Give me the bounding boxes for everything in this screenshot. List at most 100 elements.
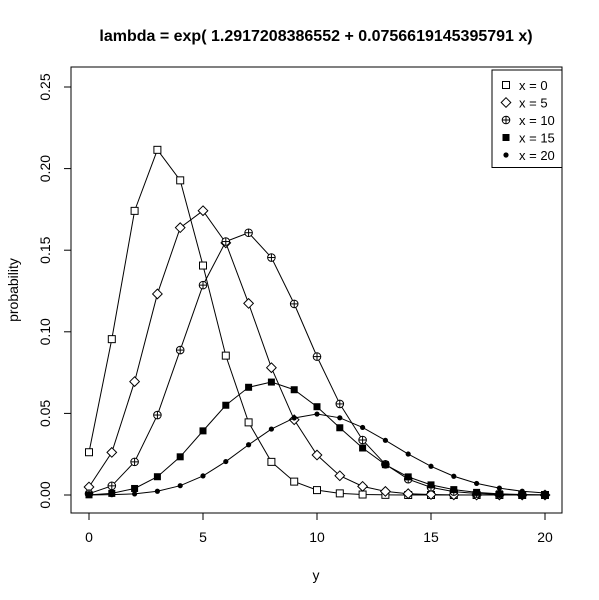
legend-label: x = 0 [519,78,548,93]
series-x-20 [86,411,548,498]
data-point [223,458,229,465]
data-point [151,288,163,300]
data-point [267,253,276,262]
x-axis: 0 5 10 15 20 [85,512,553,545]
y-tick-label: 0.15 [37,236,53,263]
data-point [335,399,345,409]
y-tick-label: 0.00 [37,481,53,508]
data-point [313,486,321,495]
legend-label: x = 10 [519,113,555,128]
data-point [106,446,118,458]
legend-item-x-0: x = 0 [502,78,548,93]
x-tick-label: 20 [537,529,553,545]
data-point [290,386,298,394]
y-axis-label: probability [5,258,21,322]
data-point [132,491,138,497]
data-point [334,470,346,482]
data-point [174,222,186,234]
data-point [335,489,344,498]
data-point [402,488,414,500]
data-point [358,490,367,499]
data-point [311,449,323,461]
data-point [495,490,503,498]
data-point [129,376,141,388]
data-point [358,435,367,445]
data-point [474,480,480,487]
data-point [222,401,230,409]
data-point [379,485,391,497]
legend-marker [500,96,512,109]
data-point [518,491,526,499]
data-point [451,473,457,479]
chart-title: lambda = exp( 1.2917208386552 + 0.075661… [99,28,532,45]
data-point [246,442,252,448]
plot-frame [70,66,563,514]
data-point [542,490,548,496]
data-point [312,352,322,361]
data-point [357,480,369,492]
legend-marker [501,115,511,125]
data-point [450,486,458,494]
data-point [382,437,388,443]
data-point [313,403,321,411]
legend-label: x = 5 [519,96,548,111]
y-tick-label: 0.10 [37,318,53,345]
data-point [130,206,139,215]
data-point [197,205,209,217]
data-point [473,488,481,496]
x-tick-label: 10 [309,529,325,545]
data-point [153,145,162,154]
data-point [289,299,299,309]
data-point [154,488,160,494]
data-point [153,473,161,481]
y-tick-label: 0.20 [37,155,53,182]
data-point [85,448,93,457]
data-point [221,237,231,246]
data-point [86,492,92,498]
data-point [109,492,115,498]
data-point [496,485,502,491]
x-tick-label: 0 [85,529,93,545]
data-point [267,457,276,466]
data-point [221,351,230,360]
data-point [177,483,183,489]
data-point [176,176,185,185]
y-tick-label: 0.05 [37,400,53,427]
data-point [265,362,277,374]
series-x-15 [85,378,549,499]
data-point [175,345,185,355]
legend-label: x = 15 [519,131,555,146]
legend-item-x-5: x = 5 [500,96,548,111]
data-point [176,453,184,461]
data-point [198,280,208,290]
data-point [428,463,434,469]
x-tick-label: 15 [423,529,439,545]
data-point [337,415,343,421]
data-point [314,411,320,417]
data-point [381,461,389,469]
legend-item-x-15: x = 15 [502,131,555,146]
data-point [153,410,162,420]
data-point [107,481,117,491]
data-point [267,378,275,386]
legend-box [491,69,563,168]
legend-marker [502,134,510,141]
data-point [427,481,435,489]
data-point [131,484,139,492]
y-axis: 0.00 0.05 0.10 0.15 0.20 0.25 [37,73,72,509]
legend-item-x-10: x = 10 [501,113,555,128]
data-point [130,457,139,467]
data-point [425,489,437,501]
legend-item-x-20: x = 20 [503,148,555,163]
data-point [199,261,207,270]
data-point [405,451,411,457]
data-point [107,335,116,344]
data-point [404,473,412,481]
data-point [336,424,344,432]
data-point [244,418,253,427]
data-point [200,473,206,479]
x-tick-label: 5 [199,529,207,545]
legend-marker [503,152,509,158]
data-point [360,424,366,431]
data-point [244,228,253,238]
